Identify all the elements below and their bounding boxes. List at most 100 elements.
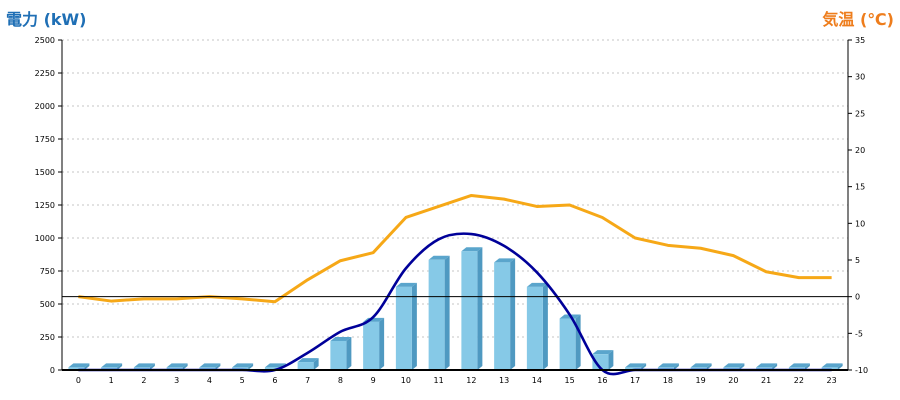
bar-side <box>444 255 450 370</box>
bar-front <box>264 367 281 370</box>
bar-front <box>428 259 445 370</box>
x-ticks: 0 1 2 3 4 5 6 7 8 9 10 11 12 13 14 15 16 17 18 19 20 21 22 23 <box>76 376 837 385</box>
bar-side <box>608 350 614 370</box>
x-tick-label: 20 <box>728 376 738 385</box>
bar <box>494 258 516 370</box>
lines <box>78 193 832 376</box>
x-tick-label: 4 <box>207 376 212 385</box>
bar <box>232 363 254 370</box>
y-tick-label-right: 35 <box>855 36 865 45</box>
bar-front <box>592 354 609 370</box>
bar-side <box>542 282 548 370</box>
x-tick-label: 13 <box>499 376 509 385</box>
bar-top <box>232 363 254 368</box>
y-tick-label-left: 750 <box>40 267 55 276</box>
y-tick-label-left: 250 <box>40 333 55 342</box>
bar <box>625 363 647 370</box>
bar-top <box>395 282 417 287</box>
bar-side <box>411 282 417 370</box>
bar-front <box>461 251 478 370</box>
bar <box>657 363 679 370</box>
bar <box>101 363 123 370</box>
bar-front <box>559 318 576 370</box>
bar-side <box>149 363 155 370</box>
x-tick-label: 14 <box>532 376 542 385</box>
y-tick-label-right: 5 <box>855 256 860 265</box>
x-tick-label: 22 <box>794 376 804 385</box>
bar-side <box>477 247 483 370</box>
x-tick-label: 7 <box>305 376 310 385</box>
bar-top <box>723 363 745 368</box>
x-tick-label: 12 <box>466 376 476 385</box>
x-tick-label: 19 <box>696 376 706 385</box>
x-tick-label: 6 <box>272 376 277 385</box>
x-tick-label: 11 <box>434 376 444 385</box>
bar-side <box>641 363 647 370</box>
power-bars <box>68 247 843 370</box>
bar-front <box>690 367 707 370</box>
bar-side <box>346 336 352 370</box>
y-tick-label-right: -10 <box>855 366 868 375</box>
bar-front <box>657 367 674 370</box>
x-tick-label: 1 <box>109 376 114 385</box>
bar-side <box>739 363 745 370</box>
bar-front <box>297 362 314 370</box>
y-tick-label-right: 0 <box>855 293 860 302</box>
y-tick-label-left: 2250 <box>35 69 55 78</box>
bar-front <box>363 321 380 370</box>
bar-front <box>788 367 805 370</box>
y-axis-label-left: 電力 (kW) <box>6 10 87 29</box>
bar-front <box>395 286 412 370</box>
x-tick-label: 8 <box>338 376 343 385</box>
bar-front <box>330 340 347 370</box>
y-tick-label-left: 500 <box>40 300 55 309</box>
bar-front <box>526 286 543 370</box>
y-tick-label-right: 30 <box>855 73 865 82</box>
bar <box>461 247 483 370</box>
bar-top <box>101 363 123 368</box>
temperature-line <box>78 193 832 304</box>
bar <box>133 363 155 370</box>
bar-side <box>379 317 385 370</box>
bar-front <box>133 367 150 370</box>
bar <box>723 363 745 370</box>
y-tick-label-right: 15 <box>855 183 865 192</box>
x-tick-label: 2 <box>141 376 146 385</box>
bar <box>690 363 712 370</box>
bar-front <box>821 367 838 370</box>
bar-front <box>756 367 773 370</box>
bar-top <box>690 363 712 368</box>
y-ticks-left: 0 250 500 750 1000 1250 1500 1750 2000 2250 2500 <box>35 36 62 375</box>
bar-front <box>625 367 642 370</box>
bar-front <box>494 262 511 370</box>
bar-top <box>526 282 548 287</box>
bar-side <box>215 363 221 370</box>
bar <box>821 363 843 370</box>
bar-top <box>592 350 614 355</box>
bar-side <box>313 358 319 370</box>
bar-side <box>117 363 123 370</box>
bar-top <box>428 255 450 260</box>
bar-top <box>297 358 319 363</box>
y-tick-label-left: 2000 <box>35 102 55 111</box>
x-tick-label: 16 <box>597 376 607 385</box>
axes <box>61 40 849 371</box>
bar <box>395 282 417 370</box>
bar-front <box>199 367 216 370</box>
y-tick-label-left: 1750 <box>35 135 55 144</box>
bar <box>68 363 90 370</box>
bar-side <box>804 363 810 370</box>
bar-top <box>68 363 90 368</box>
x-tick-label: 0 <box>76 376 81 385</box>
bar-side <box>248 363 254 370</box>
bar <box>330 336 352 370</box>
bar-top <box>625 363 647 368</box>
bar <box>363 317 385 370</box>
bar-front <box>101 367 118 370</box>
y-tick-label-left: 1000 <box>35 234 55 243</box>
bar <box>199 363 221 370</box>
y-tick-label-left: 0 <box>50 366 55 375</box>
bar-front <box>723 367 740 370</box>
x-tick-label: 18 <box>663 376 673 385</box>
